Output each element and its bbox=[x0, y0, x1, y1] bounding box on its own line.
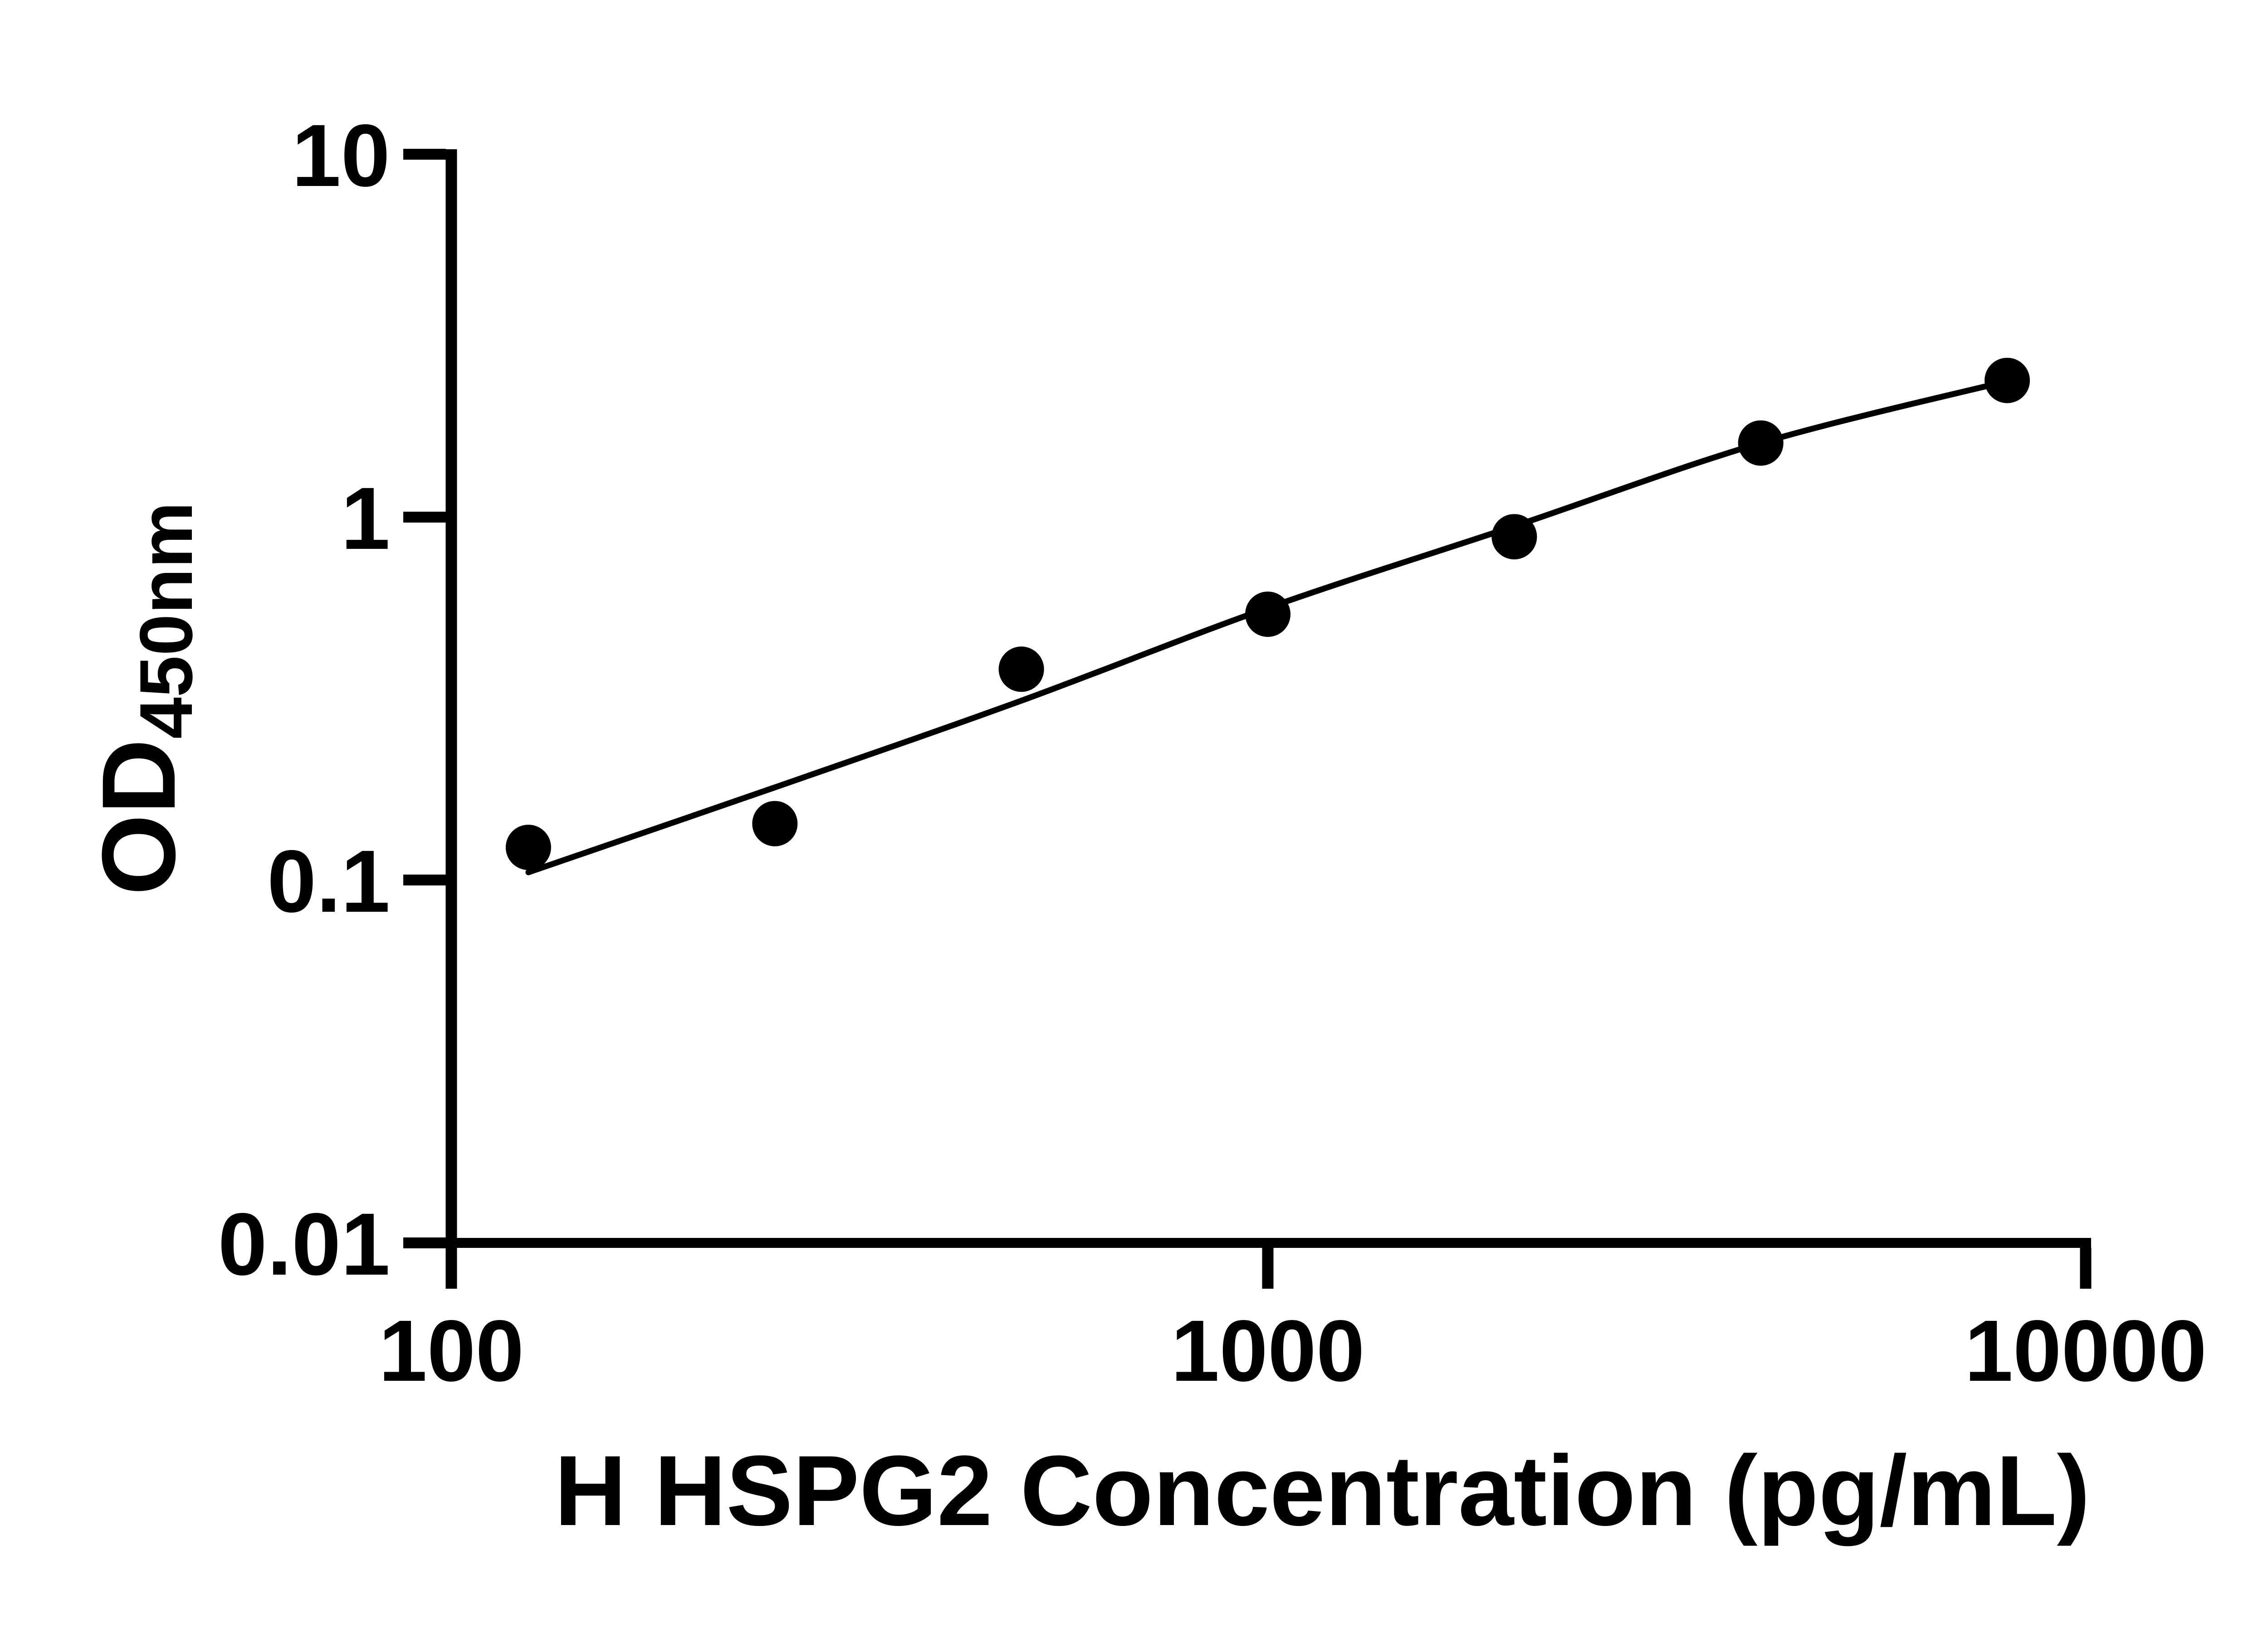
x-axis: 100 1000 10000 bbox=[379, 1238, 2207, 1399]
data-points bbox=[505, 357, 2030, 870]
data-point bbox=[505, 825, 551, 870]
x-tick-label-1000: 1000 bbox=[1171, 1302, 1364, 1399]
x-tick-label-10000: 10000 bbox=[1965, 1302, 2207, 1399]
data-point bbox=[1491, 514, 1537, 560]
y-axis-title-main: OD bbox=[80, 739, 197, 895]
data-point bbox=[1245, 592, 1290, 637]
data-point bbox=[1984, 357, 2030, 403]
y-axis: 10 1 0.1 0.01 bbox=[218, 106, 457, 1294]
y-axis-title-subscript: 450nm bbox=[124, 502, 208, 739]
y-tick-label-10: 10 bbox=[292, 106, 390, 205]
y-tick-label-0-01: 0.01 bbox=[218, 1195, 390, 1294]
data-point bbox=[1738, 420, 1784, 466]
x-axis-title: H HSPG2 Concentration (pg/mL) bbox=[554, 1435, 2090, 1546]
data-point bbox=[998, 646, 1044, 692]
data-point bbox=[752, 801, 798, 846]
y-tick-label-1: 1 bbox=[341, 469, 390, 568]
y-axis-title: OD450nm bbox=[80, 502, 208, 895]
x-tick-label-100: 100 bbox=[379, 1302, 524, 1399]
y-tick-label-0-1: 0.1 bbox=[267, 832, 390, 931]
